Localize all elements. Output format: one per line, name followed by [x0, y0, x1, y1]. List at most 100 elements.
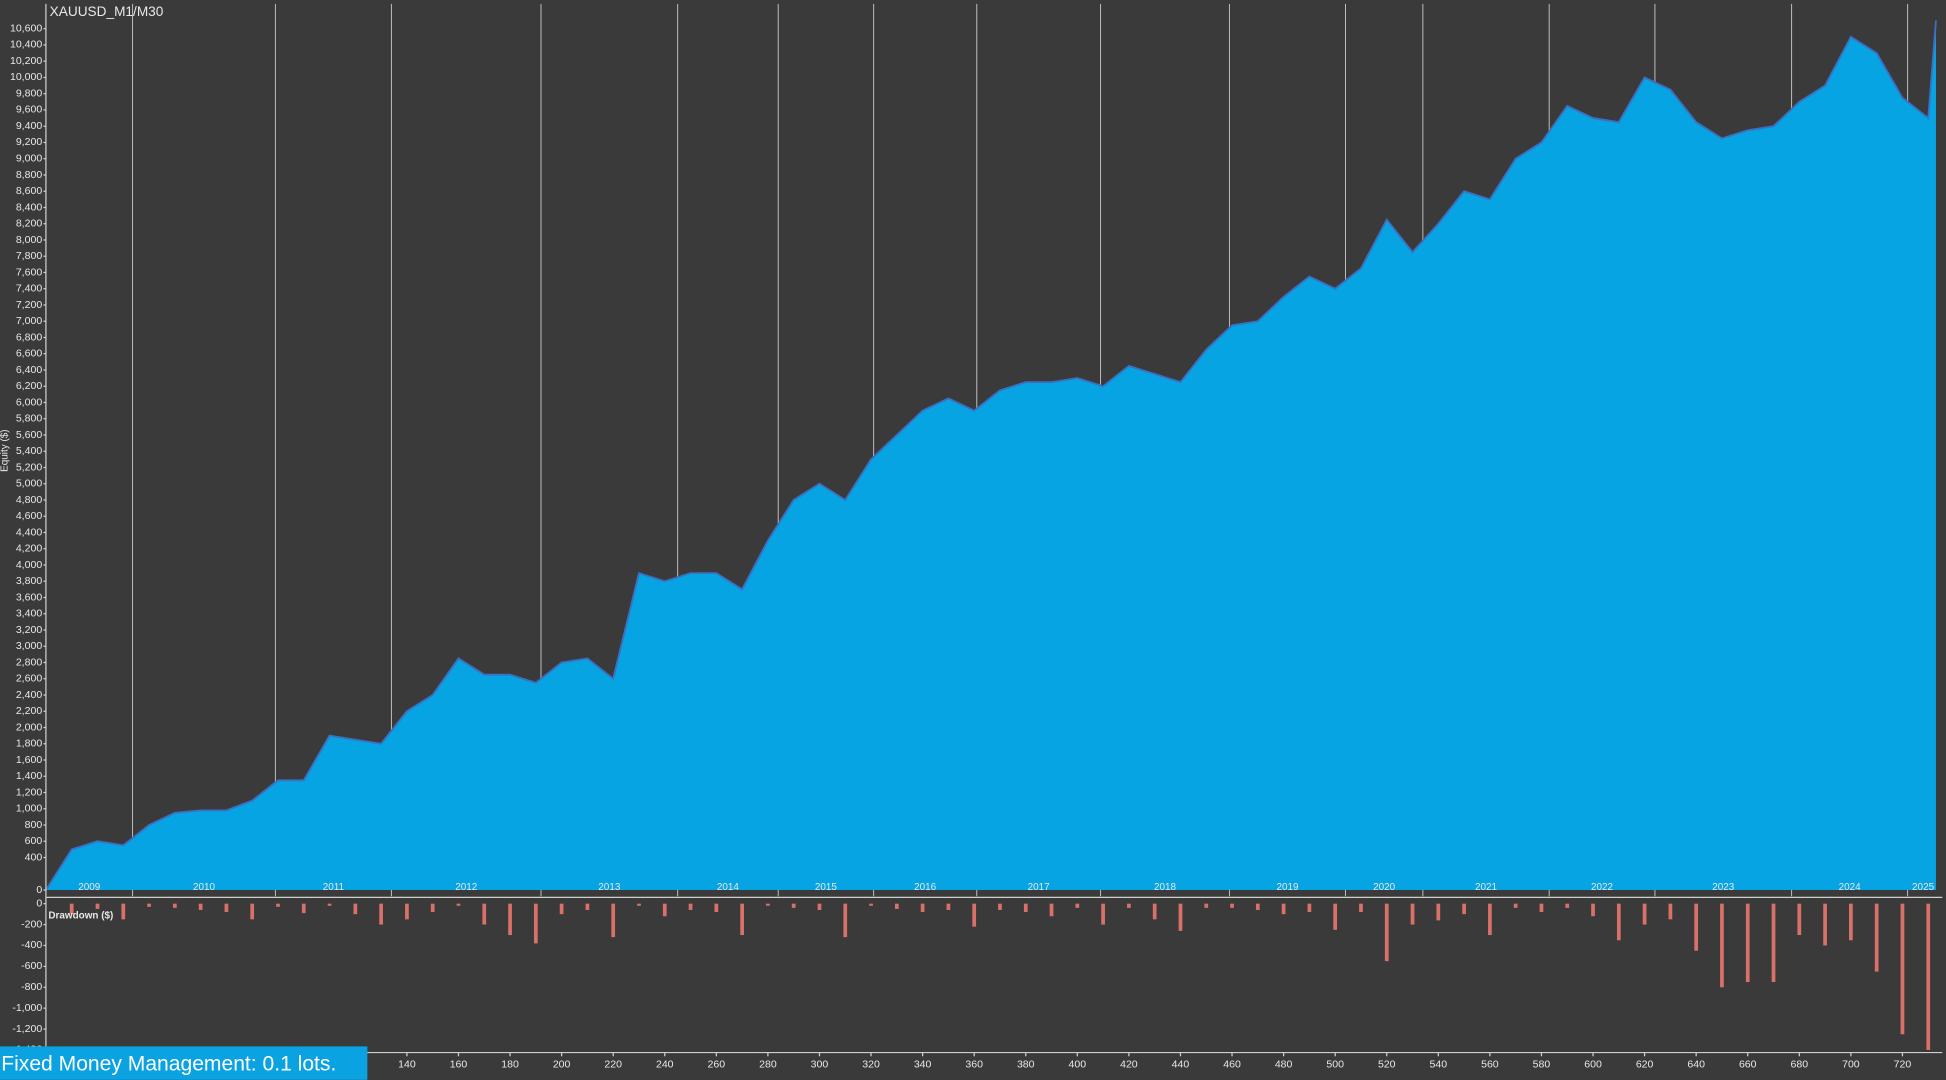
drawdown-bar: [1075, 903, 1080, 908]
drawdown-bar: [1539, 903, 1544, 913]
drawdown-bar: [121, 903, 126, 920]
y-tick-label: 0: [36, 884, 42, 896]
x-tick-label: 140: [398, 1059, 416, 1071]
drawdown-bar: [1823, 903, 1827, 946]
drawdown-bar: [1874, 903, 1879, 972]
year-label: 2011: [323, 882, 345, 893]
drawdown-bar: [869, 903, 873, 906]
drawdown-bar: [1204, 903, 1209, 908]
year-label: 2019: [1276, 882, 1299, 893]
drawdown-panel: 0-200-400-600-800-1,000-1,200-1,43014016…: [12, 897, 1931, 1071]
x-tick-label: 500: [1326, 1059, 1344, 1071]
drawdown-bar: [1384, 903, 1389, 962]
equity-area: [45, 20, 1936, 891]
y-tick-label: 4,200: [16, 543, 42, 555]
drawdown-bar: [585, 903, 590, 910]
x-tick-label: 600: [1584, 1059, 1602, 1071]
x-tick-label: 520: [1378, 1059, 1396, 1071]
y-tick-label: 9,600: [16, 104, 42, 116]
x-tick-label: 480: [1275, 1059, 1293, 1071]
drawdown-bar: [1333, 903, 1338, 930]
year-label: 2018: [1154, 882, 1177, 893]
y-tick-label: 3,600: [16, 591, 42, 603]
y-tick-label: 3,800: [16, 575, 42, 587]
year-label: 2016: [914, 882, 937, 893]
y-tick-label: 6,600: [16, 348, 42, 360]
drawdown-bar: [817, 903, 822, 910]
drawdown-label: Drawdown ($): [48, 911, 113, 922]
year-label: 2021: [1475, 882, 1498, 893]
x-tick-label: 200: [553, 1059, 571, 1071]
drawdown-bar: [1178, 903, 1183, 931]
y-tick-label: 9,000: [16, 153, 42, 165]
drawdown-bar: [533, 903, 538, 944]
drawdown-bar: [1127, 903, 1131, 908]
year-label: 2014: [717, 882, 740, 893]
drawdown-bar: [972, 903, 977, 927]
y-tick-label: 400: [25, 851, 43, 863]
drawdown-bar: [456, 903, 461, 906]
y-tick-label: 3,400: [16, 608, 42, 620]
drawdown-bar: [1101, 903, 1105, 925]
x-tick-label: 280: [759, 1059, 777, 1071]
drawdown-bar: [766, 903, 770, 906]
drawdown-bar: [1926, 903, 1931, 1050]
banner-text: Fixed Money Management: 0.1 lots.: [1, 1053, 336, 1076]
y-tick-label: 4,600: [16, 510, 42, 522]
y-tick-label: 5,800: [16, 413, 42, 425]
drawdown-bar: [69, 903, 74, 915]
drawdown-bar: [1410, 903, 1415, 925]
y-tick-label: 8,000: [16, 234, 42, 246]
y-tick-label: 2,400: [16, 689, 42, 701]
drawdown-bar: [482, 903, 487, 925]
drawdown-bar: [843, 903, 848, 938]
drawdown-bar: [1307, 903, 1312, 913]
y-tick-label: 8,600: [16, 185, 42, 197]
year-label: 2015: [815, 882, 838, 893]
x-tick-label: 460: [1223, 1059, 1241, 1071]
y-tick-label: -400: [21, 939, 42, 951]
drawdown-bar: [1720, 903, 1724, 988]
y-tick-label: 4,000: [16, 559, 42, 571]
y-axis-label: Equity ($): [0, 429, 11, 471]
y-tick-label: 2,200: [16, 705, 42, 717]
y-tick-label: -200: [21, 918, 42, 930]
x-tick-label: 240: [656, 1059, 674, 1071]
drawdown-bar: [1281, 903, 1286, 915]
drawdown-bar: [1694, 903, 1699, 951]
year-label: 2023: [1712, 882, 1735, 893]
drawdown-bar: [894, 903, 899, 909]
drawdown-bar: [637, 903, 641, 906]
drawdown-bar: [1616, 903, 1621, 941]
drawdown-bar: [198, 903, 203, 910]
drawdown-bar: [327, 903, 332, 906]
x-tick-label: 400: [1069, 1059, 1087, 1071]
x-tick-label: 300: [811, 1059, 829, 1071]
x-tick-label: 260: [708, 1059, 726, 1071]
y-tick-label: -600: [21, 960, 42, 972]
drawdown-bar: [1436, 903, 1441, 921]
drawdown-bar: [95, 903, 100, 909]
y-tick-label: 6,200: [16, 380, 42, 392]
y-tick-label: -1,000: [12, 1002, 42, 1014]
y-tick-label: 7,200: [16, 299, 42, 311]
y-tick-label: 4,800: [16, 494, 42, 506]
year-label: 2009: [78, 882, 101, 893]
drawdown-bar: [714, 903, 719, 913]
drawdown-bar: [1900, 903, 1905, 1035]
x-tick-label: 580: [1533, 1059, 1551, 1071]
x-tick-label: 680: [1791, 1059, 1809, 1071]
y-tick-label: 6,800: [16, 331, 42, 343]
drawdown-bar: [1771, 903, 1776, 983]
drawdown-bar: [1591, 903, 1595, 917]
year-label: 2012: [455, 882, 478, 893]
x-tick-label: 320: [862, 1059, 880, 1071]
year-label: 2013: [598, 882, 621, 893]
y-tick-label: 600: [25, 835, 43, 847]
drawdown-bar: [1462, 903, 1466, 915]
y-tick-label: 8,400: [16, 201, 42, 213]
y-tick-label: 1,600: [16, 754, 42, 766]
equity-panel: 2009 2010 2011 2012 2013 2014 2015 2016 2017 2018…: [10, 3, 1937, 897]
y-tick-label: 10,200: [10, 55, 42, 67]
